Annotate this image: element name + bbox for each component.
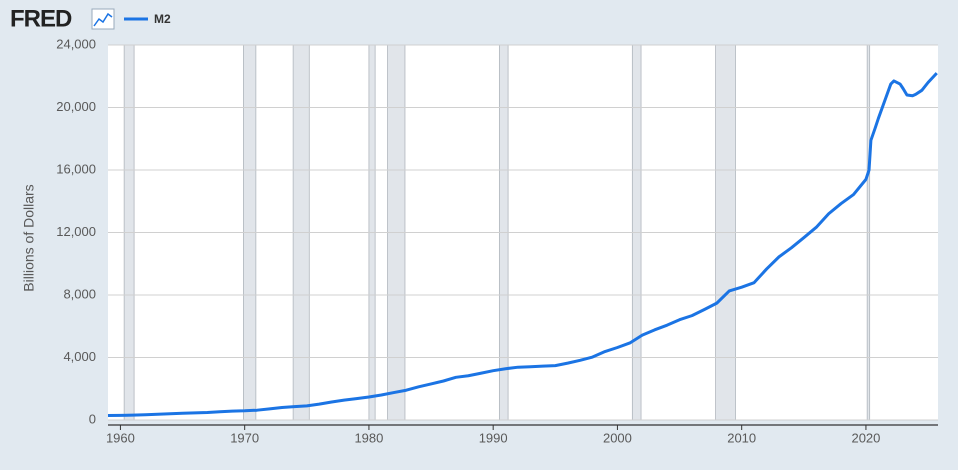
x-tick-label: 1980 bbox=[354, 430, 383, 445]
legend-label: M2 bbox=[154, 12, 171, 26]
x-tick-label: 1990 bbox=[479, 430, 508, 445]
x-tick-label: 2010 bbox=[727, 430, 756, 445]
y-tick-label: 0 bbox=[89, 411, 96, 426]
logo-icon bbox=[91, 8, 115, 30]
x-tick-label: 2020 bbox=[851, 430, 880, 445]
x-tick-label: 1960 bbox=[106, 430, 135, 445]
logo: FRED bbox=[10, 5, 72, 32]
x-tick-label: 1970 bbox=[230, 430, 259, 445]
y-tick-label: 4,000 bbox=[63, 349, 96, 364]
y-tick-label: 12,000 bbox=[56, 224, 96, 239]
y-tick-label: 16,000 bbox=[56, 161, 96, 176]
y-tick-label: 24,000 bbox=[56, 36, 96, 51]
x-tick-label: 2000 bbox=[603, 430, 632, 445]
y-tick-label: 20,000 bbox=[56, 99, 96, 114]
y-tick-label: 8,000 bbox=[63, 286, 96, 301]
y-axis-label: Billions of Dollars bbox=[21, 184, 37, 291]
data-line bbox=[107, 72, 938, 418]
